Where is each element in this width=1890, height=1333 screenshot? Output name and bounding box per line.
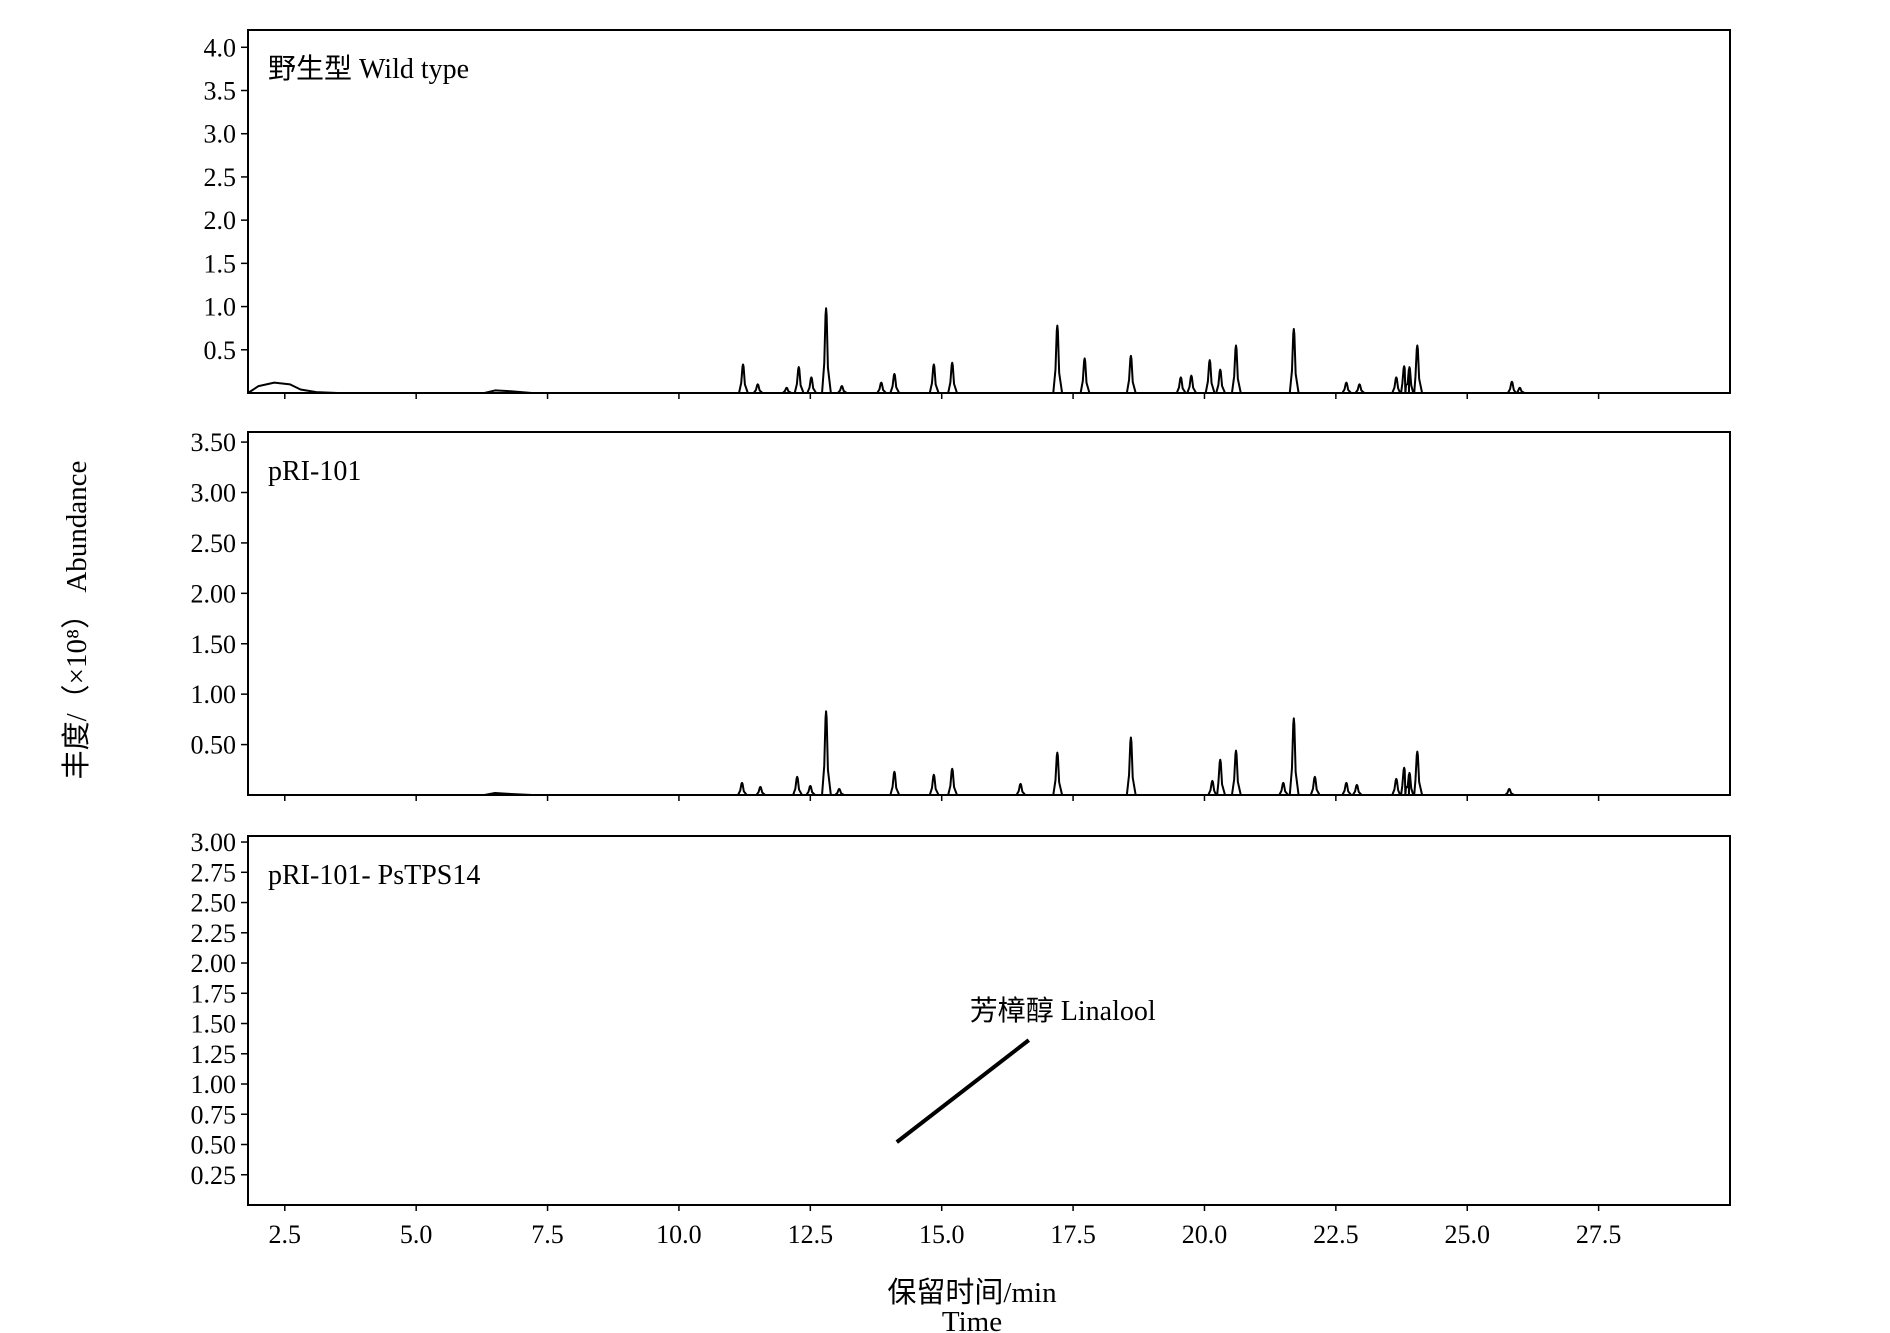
x-tick-label: 22.5 [1313, 1220, 1359, 1249]
x-tick-label: 7.5 [531, 1220, 564, 1249]
panel-frame [247, 29, 1731, 394]
x-tick-label: 5.0 [400, 1220, 433, 1249]
x-tick-label: 10.0 [656, 1220, 702, 1249]
y-tick-label: 3.0 [204, 120, 237, 149]
x-tick-label: 15.0 [919, 1220, 965, 1249]
x-tick-label: 12.5 [788, 1220, 834, 1249]
y-tick-label: 2.50 [191, 889, 237, 918]
y-tick-label: 2.75 [191, 858, 237, 887]
y-tick-label: 2.5 [204, 163, 237, 192]
annotation-label: 芳樟醇 Linalool [970, 995, 1156, 1027]
x-tick-label: 20.0 [1182, 1220, 1228, 1249]
y-tick-label: 0.50 [191, 731, 237, 760]
y-tick-label: 3.50 [191, 428, 237, 457]
y-tick-label: 2.00 [191, 579, 237, 608]
y-tick-label: 1.50 [191, 1010, 237, 1039]
panel-label: pRI-101 [268, 456, 361, 487]
y-tick-label: 2.25 [191, 919, 237, 948]
y-tick-label: 3.00 [191, 479, 237, 508]
y-tick-label: 1.5 [204, 249, 237, 278]
y-tick-label: 0.75 [191, 1100, 237, 1129]
y-tick-label: 3.00 [191, 828, 237, 857]
y-tick-label: 3.5 [204, 77, 237, 106]
trace-line [248, 710, 1730, 796]
y-tick-label: 2.00 [191, 949, 237, 978]
y-tick-label: 1.00 [191, 1070, 237, 1099]
y-tick-label: 2.50 [191, 529, 237, 558]
x-tick-label: 27.5 [1576, 1220, 1622, 1249]
y-tick-label: 0.50 [191, 1131, 237, 1160]
panel-label: 野生型 Wild type [268, 53, 469, 85]
x-axis-title-en: Time [942, 1306, 1002, 1333]
y-tick-label: 2.0 [204, 206, 237, 235]
panel-label: pRI-101- PsTPS14 [268, 860, 480, 891]
y-tick-label: 1.50 [191, 630, 237, 659]
y-axis-title: 丰度/（×10⁸） Abundance [60, 461, 93, 780]
x-tick-label: 2.5 [269, 1220, 302, 1249]
x-tick-label: 17.5 [1050, 1220, 1096, 1249]
panel-frame [247, 431, 1731, 796]
annotation-leader [895, 1038, 1030, 1144]
y-tick-label: 1.25 [191, 1040, 237, 1069]
y-tick-label: 0.5 [204, 336, 237, 365]
y-tick-label: 1.0 [204, 293, 237, 322]
x-axis-title: 保留时间/min [887, 1276, 1057, 1309]
y-tick-label: 1.00 [191, 680, 237, 709]
y-tick-label: 4.0 [204, 33, 237, 62]
y-tick-label: 0.25 [191, 1161, 237, 1190]
trace-line [247, 307, 1730, 394]
x-tick-label: 25.0 [1444, 1220, 1490, 1249]
y-tick-label: 1.75 [191, 979, 237, 1008]
